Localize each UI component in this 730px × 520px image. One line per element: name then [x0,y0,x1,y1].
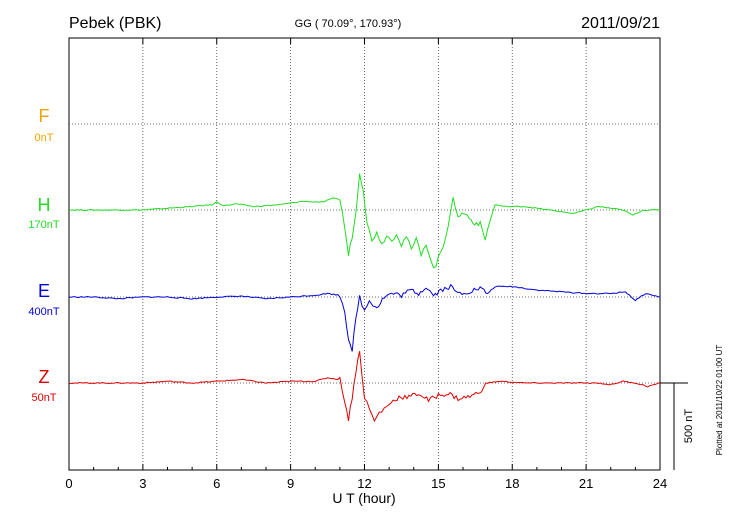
series-line-h [68,173,661,269]
component-baseline-h: 170nT [28,219,59,231]
x-tick-label: 0 [65,476,72,491]
plotted-note: Plotted at 2011/10/22 01:00 UT [715,345,724,456]
series-line-z [68,351,661,423]
component-name-f: F [39,106,50,126]
component-name-h: H [38,195,51,215]
date-label: 2011/09/21 [581,15,660,32]
grid-lines [69,38,660,470]
x-tick-label: 24 [653,476,667,491]
x-tick-label: 15 [431,476,445,491]
series-line-e [68,283,661,352]
coordinates-label: GG ( 70.09°, 170.93°) [295,18,402,30]
x-tick-label: 9 [287,476,294,491]
component-baseline-z: 50nT [31,392,56,404]
x-tick-label: 12 [357,476,371,491]
x-tick-label: 6 [213,476,220,491]
component-labels: F 0nT H 170nT E 400nT Z 50nT [28,106,59,404]
x-tick-label: 18 [505,476,519,491]
x-axis-label: U T (hour) [332,490,395,506]
x-tick-label: 21 [579,476,593,491]
component-name-z: Z [39,367,50,387]
component-baseline-e: 400nT [28,306,59,318]
x-tick-label: 3 [139,476,146,491]
component-name-e: E [38,281,50,301]
scale-bar: 500 nT [660,382,695,470]
station-title: Pebek (PBK) [69,15,161,32]
series-lines [68,173,661,423]
scale-bar-label: 500 nT [683,409,695,444]
x-axis: 0 3 6 9 12 15 18 21 24 [65,38,667,491]
component-baseline-f: 0nT [35,132,54,144]
